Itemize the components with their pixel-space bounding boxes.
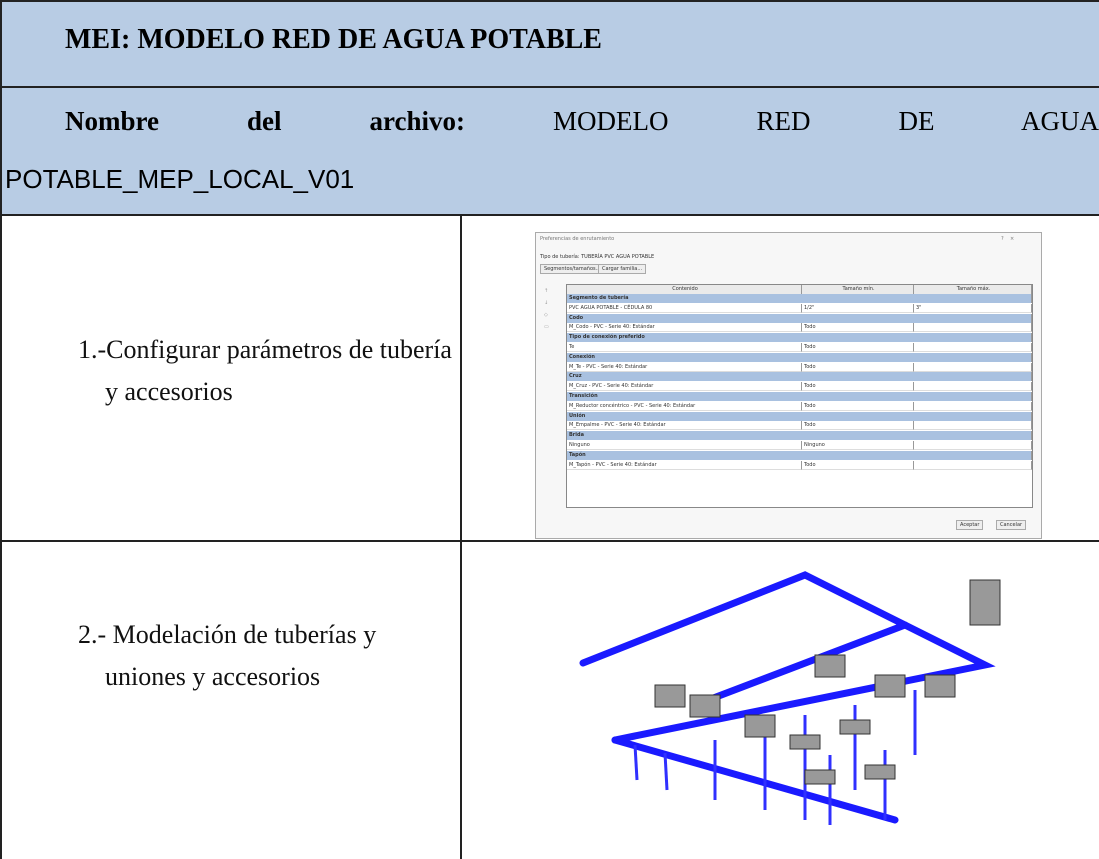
table-cell: Ninguno [802, 441, 914, 450]
table-cell: Todo [802, 382, 914, 392]
dialog-controls: ? × [1001, 236, 1015, 242]
file-code: POTABLE_MEP_LOCAL_V01 [5, 164, 355, 194]
dialog-title: Preferencias de enrutamiento [540, 236, 615, 242]
section-header: Unión [567, 411, 1032, 421]
border [0, 540, 1099, 542]
table-cell [914, 441, 1032, 450]
border [0, 0, 1099, 2]
table-cell: PVC AGUA POTABLE - CÉDULA 80 [567, 303, 802, 313]
border [0, 214, 1099, 216]
pipe-type: Tipo de tubería: TUBERÍA PVC AGUA POTABL… [540, 254, 655, 260]
section-header: Conexión [567, 352, 1032, 362]
column-header: Contenido [567, 285, 802, 294]
button[interactable]: Cargar familia... [598, 264, 647, 274]
table-cell: Todo [802, 460, 914, 470]
table-cell: M_Cruz - PVC - Serie 40: Estándar [567, 382, 802, 392]
section-header: Segmento de tubería [567, 294, 1032, 303]
border [0, 86, 1099, 88]
table-cell: 3" [914, 303, 1032, 313]
pipe-model [579, 571, 1001, 825]
side-icons: ↑ ↓ ◇ ▭ [544, 288, 549, 330]
file-line: Nombre del archivo: MODELO RED DE AGUA [65, 106, 1099, 137]
file-label: Nombre del archivo: [65, 106, 465, 136]
table-cell: Todo [802, 362, 914, 372]
routing-table: Contenido Tamaño mín. Tamaño máx. Segmento … [566, 284, 1033, 508]
header-bg [0, 0, 1099, 215]
step-text: 2.- Modelación de tuberías y uniones y a… [78, 620, 377, 691]
section-header: Brida [567, 431, 1032, 441]
column-header: Tamaño máx. [914, 285, 1032, 294]
table-cell [914, 343, 1032, 352]
column-header: Tamaño mín. [802, 285, 914, 294]
table-cell: Todo [802, 401, 914, 411]
file-name: MODELO RED DE AGUA [553, 106, 1099, 136]
table-cell: 1/2" [802, 303, 914, 313]
table-cell [914, 401, 1032, 411]
section-header: Tipo de conexión preferido [567, 333, 1032, 343]
section-header: Tapón [567, 450, 1032, 460]
button[interactable]: Cancelar [996, 520, 1027, 530]
table-cell: Todo [802, 323, 914, 333]
section-header: Codo [567, 313, 1032, 323]
title: MEI: MODELO RED DE AGUA POTABLE [65, 24, 602, 55]
step-text: 1.-Configurar parámetros de tubería y ac… [78, 335, 452, 406]
table-cell: M_Te - PVC - Serie 40: Estándar [567, 362, 802, 372]
table-cell [914, 362, 1032, 372]
section-header: Transición [567, 392, 1032, 401]
table-cell: Todo [802, 421, 914, 431]
table-cell: M_Reductor concéntrico - PVC - Serie 40:… [567, 401, 802, 411]
border [0, 0, 2, 859]
table-cell [914, 421, 1032, 431]
button[interactable]: Segmentos/tamaños... [540, 264, 605, 274]
table-cell [914, 382, 1032, 392]
dialog-screenshot: Preferencias de enrutamiento ? × Tipo de… [535, 232, 1042, 539]
table-cell: Todo [802, 343, 914, 352]
button[interactable]: Aceptar [956, 520, 984, 530]
table-cell: Te [567, 343, 802, 352]
table-cell: M_Empalme - PVC - Serie 40: Estándar [567, 421, 802, 431]
table-cell [914, 460, 1032, 470]
border [460, 215, 462, 859]
table-cell [914, 323, 1032, 333]
section-header: Cruz [567, 372, 1032, 382]
table-cell: M_Codo - PVC - Serie 40: Estándar [567, 323, 802, 333]
table-cell: Ninguno [567, 441, 802, 450]
table-cell: M_Tapón - PVC - Serie 40: Estándar [567, 460, 802, 470]
